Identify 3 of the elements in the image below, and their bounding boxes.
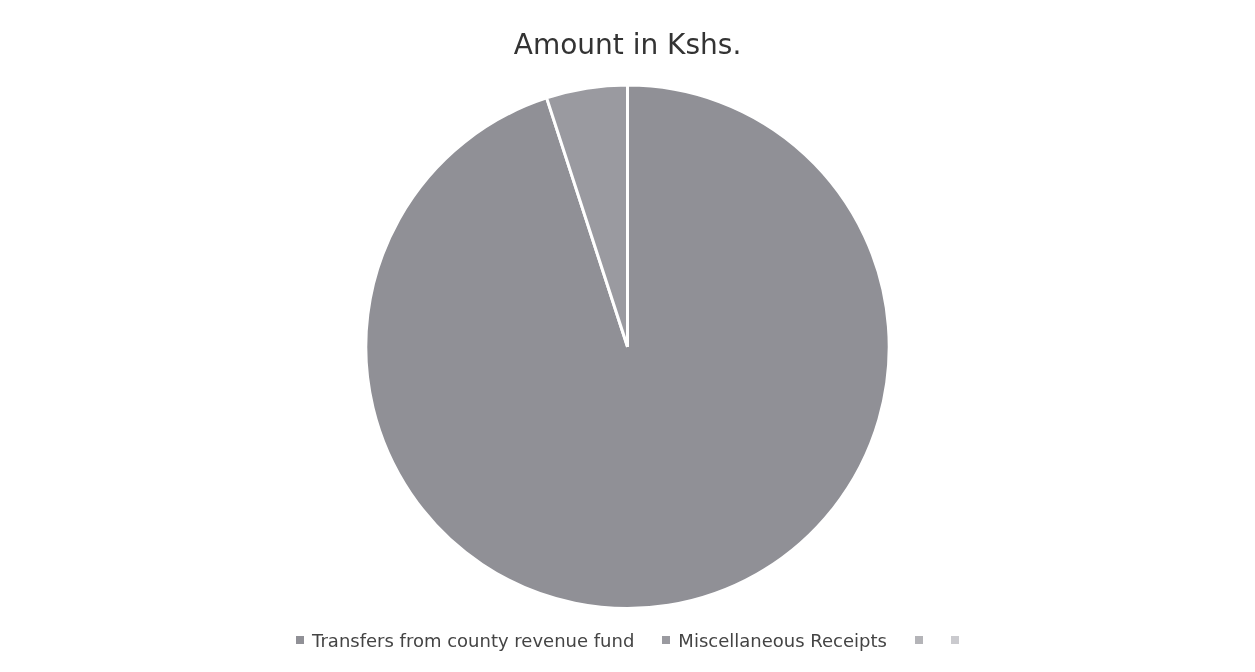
legend-label: Miscellaneous Receipts — [678, 629, 887, 651]
legend-label: Transfers from county revenue fund — [312, 629, 635, 651]
chart-title: Amount in Kshs. — [513, 28, 742, 62]
